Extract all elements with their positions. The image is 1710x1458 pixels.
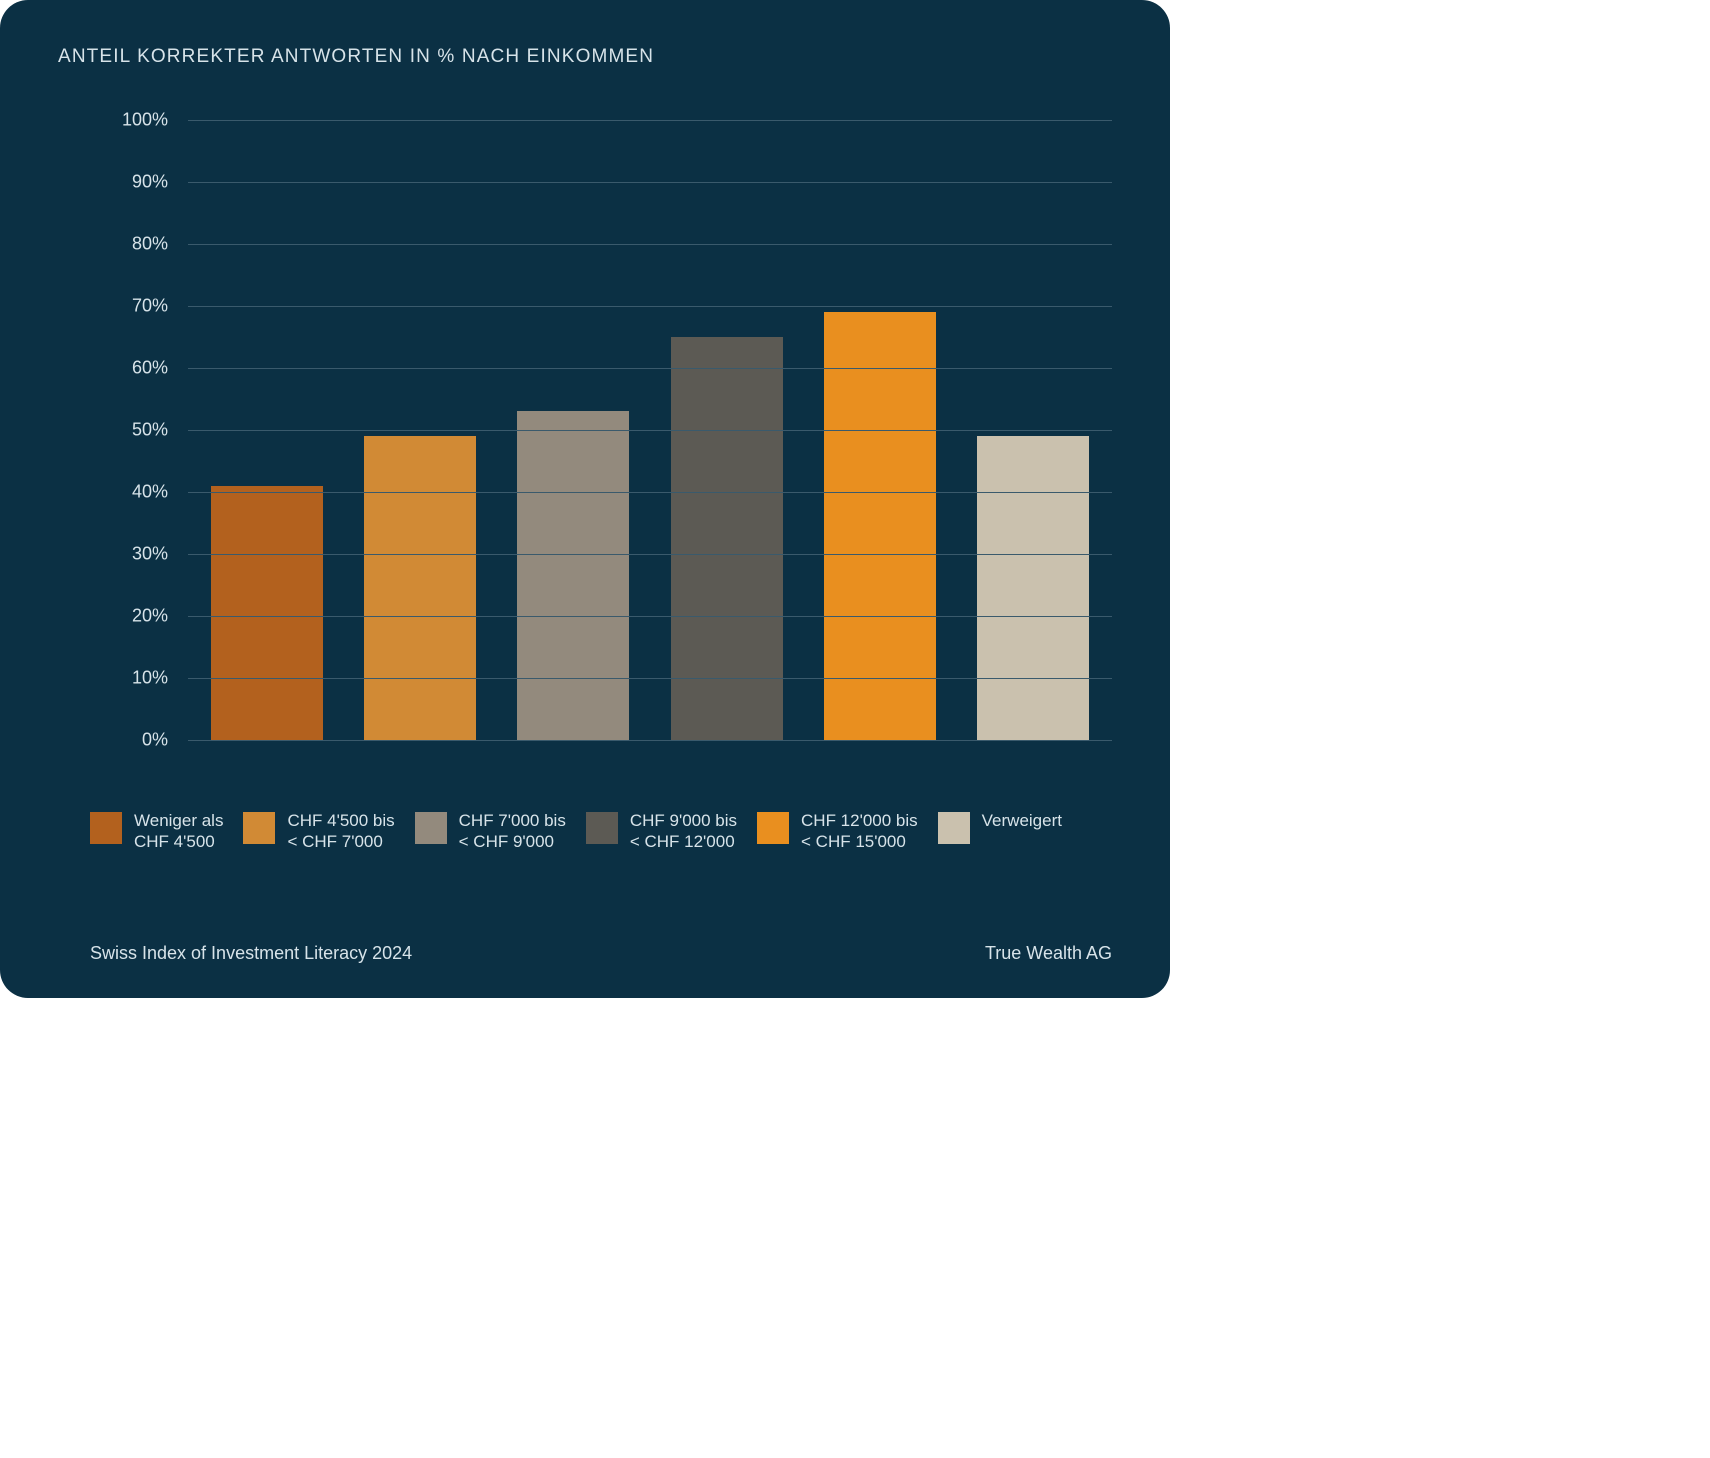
grid-line <box>188 368 1112 369</box>
legend-item: CHF 4'500 bis< CHF 7'000 <box>243 810 394 853</box>
grid-line <box>188 554 1112 555</box>
legend-swatch <box>415 812 447 844</box>
bar <box>364 436 476 740</box>
y-tick-label: 100% <box>90 110 168 131</box>
grid-line <box>188 244 1112 245</box>
y-tick-label: 0% <box>90 730 168 751</box>
legend-item: CHF 12'000 bis< CHF 15'000 <box>757 810 918 853</box>
grid-line <box>188 182 1112 183</box>
legend-item: CHF 7'000 bis< CHF 9'000 <box>415 810 566 853</box>
legend-label: CHF 12'000 bis< CHF 15'000 <box>801 810 918 853</box>
legend-label: Verweigert <box>982 810 1062 831</box>
bar <box>517 411 629 740</box>
bar <box>671 337 783 740</box>
grid-line <box>188 120 1112 121</box>
legend: Weniger alsCHF 4'500 CHF 4'500 bis< CHF 7… <box>90 810 1112 853</box>
legend-item: Weniger alsCHF 4'500 <box>90 810 223 853</box>
legend-label: Weniger alsCHF 4'500 <box>134 810 223 853</box>
plot-area <box>188 120 1112 740</box>
legend-swatch <box>243 812 275 844</box>
y-tick-label: 60% <box>90 358 168 379</box>
bar <box>824 312 936 740</box>
footer-left: Swiss Index of Investment Literacy 2024 <box>90 943 412 964</box>
y-tick-label: 80% <box>90 234 168 255</box>
y-tick-label: 50% <box>90 420 168 441</box>
legend-label: CHF 7'000 bis< CHF 9'000 <box>459 810 566 853</box>
legend-item: Verweigert <box>938 810 1062 844</box>
bar <box>977 436 1089 740</box>
legend-swatch <box>90 812 122 844</box>
y-axis: 0%10%20%30%40%50%60%70%80%90%100% <box>90 120 168 740</box>
y-tick-label: 30% <box>90 544 168 565</box>
grid-line <box>188 492 1112 493</box>
chart-area: 0%10%20%30%40%50%60%70%80%90%100% <box>90 120 1112 740</box>
footer: Swiss Index of Investment Literacy 2024 … <box>90 943 1112 964</box>
grid-line <box>188 678 1112 679</box>
grid-line <box>188 616 1112 617</box>
chart-card: ANTEIL KORREKTER ANTWORTEN IN % NACH EIN… <box>0 0 1170 998</box>
legend-label: CHF 4'500 bis< CHF 7'000 <box>287 810 394 853</box>
y-tick-label: 70% <box>90 296 168 317</box>
y-tick-label: 40% <box>90 482 168 503</box>
grid-line <box>188 306 1112 307</box>
chart-title: ANTEIL KORREKTER ANTWORTEN IN % NACH EIN… <box>58 46 1112 68</box>
legend-swatch <box>586 812 618 844</box>
legend-swatch <box>938 812 970 844</box>
grid-line <box>188 430 1112 431</box>
footer-right: True Wealth AG <box>985 943 1112 964</box>
legend-swatch <box>757 812 789 844</box>
y-tick-label: 90% <box>90 172 168 193</box>
y-tick-label: 20% <box>90 606 168 627</box>
legend-label: CHF 9'000 bis< CHF 12'000 <box>630 810 737 853</box>
legend-item: CHF 9'000 bis< CHF 12'000 <box>586 810 737 853</box>
y-tick-label: 10% <box>90 668 168 689</box>
grid-line <box>188 740 1112 741</box>
bar <box>211 486 323 740</box>
